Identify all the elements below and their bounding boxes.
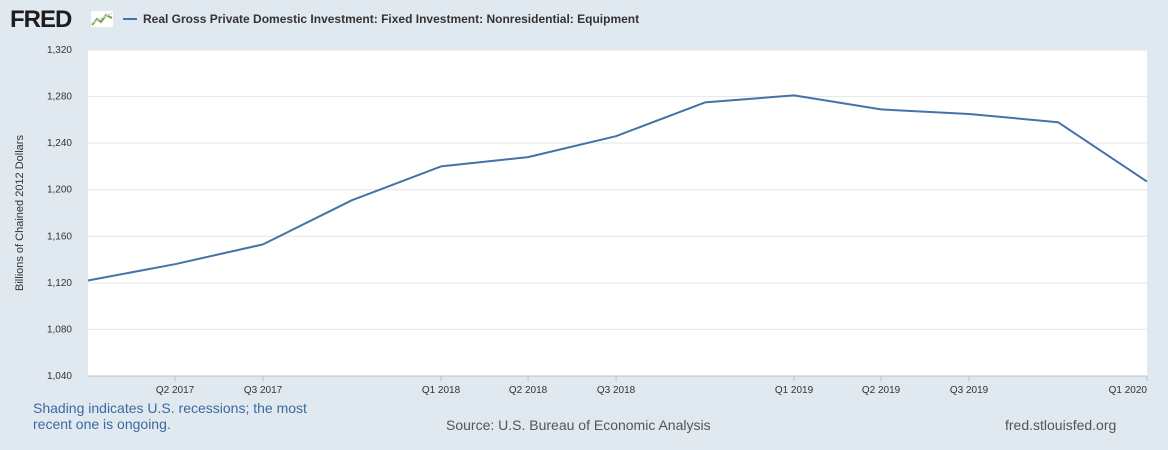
- y-tick-label: 1,280: [47, 92, 72, 103]
- x-tick-label: Q1 2019: [775, 385, 814, 396]
- y-tick-label: 1,080: [47, 324, 72, 335]
- y-tick-label: 1,320: [47, 45, 72, 56]
- x-tick-label: Q1 2018: [422, 385, 461, 396]
- line-chart: 1,040 1,080 1,120 1,160 1,200 1,240 1,280 1,320…: [47, 45, 1148, 396]
- x-tick-label: Q3 2018: [597, 385, 636, 396]
- y-tick-label: 1,040: [47, 371, 72, 382]
- fred-logo[interactable]: FRED: [10, 6, 72, 33]
- recession-note: Shading indicates U.S. recessions; the m…: [33, 400, 307, 432]
- x-tick-label: Q2 2017: [156, 385, 195, 396]
- series-line: [87, 94, 1148, 282]
- y-tick-label: 1,240: [47, 138, 72, 149]
- x-tick-label: Q3 2017: [244, 385, 283, 396]
- chart-legend: Real Gross Private Domestic Investment: …: [123, 12, 639, 26]
- site-link[interactable]: fred.stlouisfed.org: [1005, 417, 1117, 433]
- line-graph-icon: [90, 10, 114, 28]
- y-tick-label: 1,160: [47, 231, 72, 242]
- source-text: Source: U.S. Bureau of Economic Analysis: [446, 417, 711, 433]
- plot-area: [88, 50, 1147, 376]
- y-tick-label: 1,200: [47, 185, 72, 196]
- x-tick-label: Q2 2019: [862, 385, 901, 396]
- x-tick-label: Q3 2019: [950, 385, 989, 396]
- legend-series-label[interactable]: Real Gross Private Domestic Investment: …: [143, 12, 640, 26]
- x-tick-label: Q1 2020: [1109, 385, 1148, 396]
- y-tick-label: 1,120: [47, 278, 72, 289]
- x-tick-label: Q2 2018: [509, 385, 548, 396]
- legend-swatch: [123, 18, 137, 20]
